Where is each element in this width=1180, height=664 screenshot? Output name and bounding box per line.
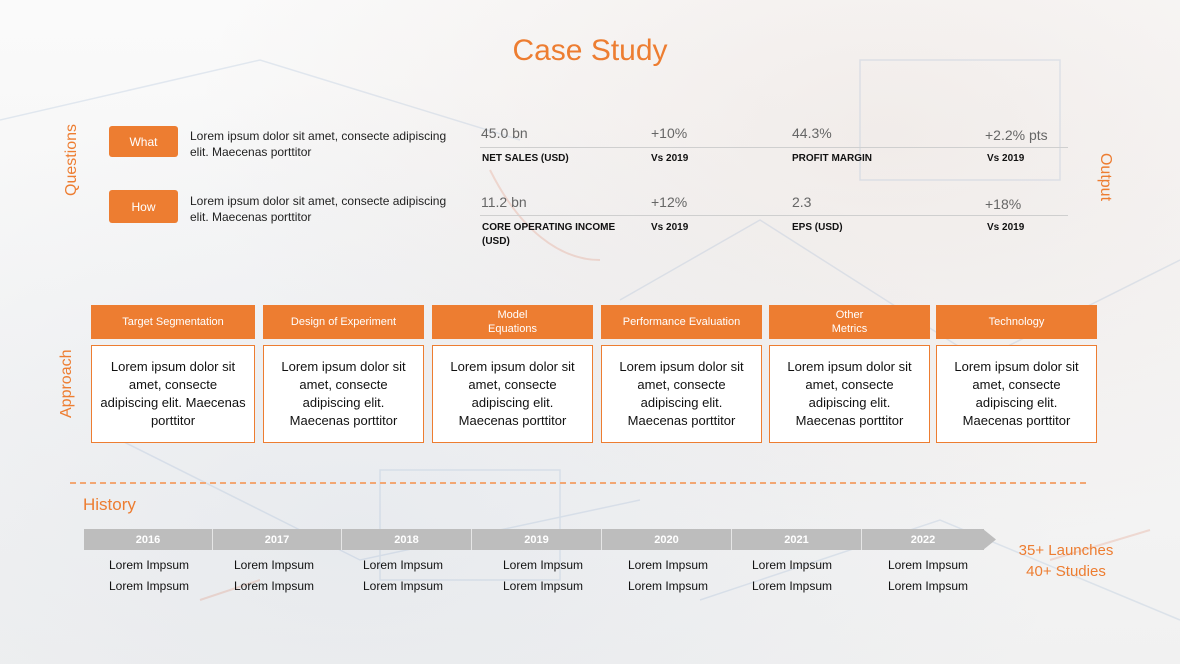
timeline-entry-2018: Lorem Impsum Lorem Impsum xyxy=(343,555,463,597)
net-sales-change-value: +10% xyxy=(651,125,688,141)
core-income-value: 11.2 bn xyxy=(481,194,527,210)
eps-change-value: +18% xyxy=(985,196,1022,212)
timeline-entry-line: Lorem Impsum xyxy=(233,558,315,572)
studies-count: 40+ Studies xyxy=(1026,563,1106,580)
net-sales-label: NET SALES (USD) xyxy=(482,153,569,164)
how-text: Lorem ipsum dolor sit amet, consecte adi… xyxy=(190,194,447,224)
approach-label: Approach xyxy=(58,349,75,419)
timeline-entry-line: Lorem Impsum xyxy=(751,558,833,572)
timeline-entry-line: Lorem Impsum xyxy=(627,558,709,572)
net-sales-value: 45.0 bn xyxy=(481,125,528,141)
approach-head-target-segmentation: Target Segmentation xyxy=(91,305,255,339)
approach-body-other-metrics: Lorem ipsum dolor sit amet, consecte adi… xyxy=(769,345,930,443)
timeline-entry-line: Lorem Impsum xyxy=(362,579,444,593)
timeline-entry-line: Lorem Impsum xyxy=(887,558,969,572)
metric-divider xyxy=(480,147,1068,148)
approach-head-design-of-experiment: Design of Experiment xyxy=(263,305,424,339)
profit-margin-value: 44.3% xyxy=(792,125,832,141)
timeline-entry-line: Lorem Impsum xyxy=(108,579,190,593)
history-label: History xyxy=(83,495,136,514)
eps-label: EPS (USD) xyxy=(792,222,843,233)
timeline-year-2022: 2022 xyxy=(862,529,984,550)
timeline-entry-line: Lorem Impsum xyxy=(627,579,709,593)
what-button[interactable]: What xyxy=(109,126,178,157)
timeline-entry-line: Lorem Impsum xyxy=(887,579,969,593)
timeline-year-2021: 2021 xyxy=(732,529,862,550)
approach-body-technology: Lorem ipsum dolor sit amet, consecte adi… xyxy=(936,345,1097,443)
timeline-year-2018: 2018 xyxy=(342,529,472,550)
page-title: Case Study xyxy=(512,34,668,67)
timeline-entry-2019: Lorem Impsum Lorem Impsum xyxy=(483,555,603,597)
output-label: Output xyxy=(1097,152,1114,202)
approach-head-technology: Technology xyxy=(936,305,1097,339)
profit-margin-change-label: Vs 2019 xyxy=(987,153,1025,164)
how-button[interactable]: How xyxy=(109,190,178,223)
net-sales-change-label: Vs 2019 xyxy=(651,153,689,164)
approach-body-model-equations: Lorem ipsum dolor sit amet, consecte adi… xyxy=(432,345,593,443)
core-income-label: CORE OPERATING INCOME (USD) xyxy=(482,222,616,247)
timeline-entry-line: Lorem Impsum xyxy=(502,579,584,593)
approach-body-performance-evaluation: Lorem ipsum dolor sit amet, consecte adi… xyxy=(601,345,762,443)
timeline-year-2016: 2016 xyxy=(84,529,213,550)
timeline-entry-2020: Lorem Impsum Lorem Impsum xyxy=(608,555,728,597)
timeline-entry-2017: Lorem Impsum Lorem Impsum xyxy=(214,555,334,597)
timeline-bar: 2016 2017 2018 2019 2020 2021 2022 xyxy=(84,529,996,550)
approach-head-other-metrics: Other Metrics xyxy=(769,305,930,339)
approach-body-design-of-experiment: Lorem ipsum dolor sit amet, consecte adi… xyxy=(263,345,424,443)
timeline-entry-line: Lorem Impsum xyxy=(233,579,315,593)
timeline-arrow-head xyxy=(983,529,996,550)
timeline-entry-line: Lorem Impsum xyxy=(751,579,833,593)
approach-head-model-equations: Model Equations xyxy=(432,305,593,339)
core-income-change-label: Vs 2019 xyxy=(651,222,689,233)
timeline-entry-2022: Lorem Impsum Lorem Impsum xyxy=(868,555,988,597)
timeline-entry-line: Lorem Impsum xyxy=(502,558,584,572)
questions-label: Questions xyxy=(63,123,80,196)
eps-change-label: Vs 2019 xyxy=(987,222,1025,233)
metric-divider xyxy=(480,215,1068,216)
eps-value: 2.3 xyxy=(792,194,812,210)
what-text: Lorem ipsum dolor sit amet, consecte adi… xyxy=(190,129,447,159)
section-divider xyxy=(70,482,1086,484)
timeline-year-2019: 2019 xyxy=(472,529,602,550)
approach-body-target-segmentation: Lorem ipsum dolor sit amet, consecte adi… xyxy=(91,345,255,443)
summary-stats: 35+ Launches 40+ Studies xyxy=(1010,540,1122,582)
timeline-entry-2021: Lorem Impsum Lorem Impsum xyxy=(732,555,852,597)
approach-head-performance-evaluation: Performance Evaluation xyxy=(601,305,762,339)
core-income-change-value: +12% xyxy=(651,194,688,210)
timeline-year-2020: 2020 xyxy=(602,529,732,550)
profit-margin-change-value: +2.2% pts xyxy=(985,127,1048,143)
profit-margin-label: PROFIT MARGIN xyxy=(792,153,872,164)
timeline-entry-line: Lorem Impsum xyxy=(108,558,190,572)
timeline-entry-line: Lorem Impsum xyxy=(362,558,444,572)
timeline-year-2017: 2017 xyxy=(213,529,342,550)
timeline-entry-2016: Lorem Impsum Lorem Impsum xyxy=(89,555,209,597)
launches-count: 35+ Launches xyxy=(1018,542,1114,559)
